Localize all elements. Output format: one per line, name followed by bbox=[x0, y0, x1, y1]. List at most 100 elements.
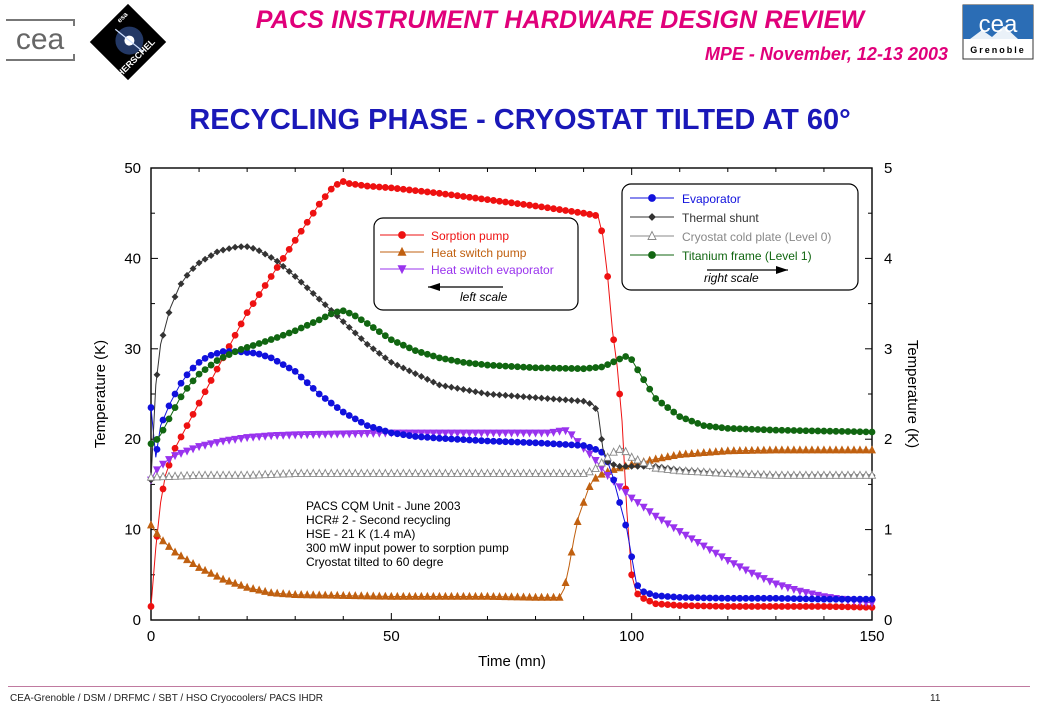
data-point-evaporator bbox=[508, 438, 515, 446]
data-point-cryostat-cold-plate-level-0 bbox=[405, 468, 414, 478]
data-point-sorption-pump bbox=[712, 602, 720, 610]
data-point-heat-switch-pump bbox=[555, 592, 564, 601]
data-point-sorption-pump bbox=[357, 181, 365, 189]
data-point-cryostat-cold-plate-level-0 bbox=[453, 468, 462, 478]
data-point-heat-switch-pump bbox=[507, 592, 516, 601]
data-point-heat-switch-pump bbox=[363, 591, 372, 600]
data-point-heat-switch-evaporator bbox=[213, 439, 222, 448]
data-point-thermal-shunt bbox=[201, 255, 209, 263]
data-point-thermal-shunt bbox=[411, 370, 419, 378]
data-point-heat-switch-evaporator bbox=[633, 499, 642, 508]
data-point-cryostat-cold-plate-level-0 bbox=[657, 463, 666, 473]
data-point-heat-switch-pump bbox=[267, 588, 276, 597]
data-point-titanium-frame-level-1 bbox=[598, 363, 606, 371]
data-point-evaporator bbox=[766, 594, 774, 602]
data-point-evaporator bbox=[399, 431, 407, 439]
data-point-cryostat-cold-plate-level-0 bbox=[164, 471, 174, 480]
data-point-thermal-shunt bbox=[514, 392, 521, 400]
data-point-heat-switch-pump bbox=[489, 591, 498, 600]
data-point-titanium-frame-level-1 bbox=[784, 426, 792, 434]
data-point-sorption-pump bbox=[628, 571, 636, 579]
data-point-heat-switch-evaporator bbox=[495, 429, 504, 438]
data-point-titanium-frame-level-1 bbox=[718, 424, 726, 432]
data-point-cryostat-cold-plate-level-0 bbox=[278, 468, 288, 478]
data-point-heat-switch-evaporator bbox=[657, 516, 666, 525]
y2-tick-label: 3 bbox=[884, 341, 892, 358]
y-tick-label: 0 bbox=[133, 612, 141, 629]
data-point-thermal-shunt bbox=[562, 396, 569, 404]
data-point-heat-switch-pump bbox=[381, 591, 390, 600]
data-point-sorption-pump bbox=[538, 203, 545, 211]
data-point-cryostat-cold-plate-level-0 bbox=[807, 470, 817, 479]
data-point-cryostat-cold-plate-level-0 bbox=[489, 468, 498, 478]
y-tick-label: 10 bbox=[124, 522, 141, 539]
cea-grenoble-logo: cea Grenoble bbox=[962, 4, 1034, 60]
data-point-evaporator bbox=[195, 358, 203, 366]
data-point-heat-switch-evaporator bbox=[663, 520, 672, 529]
data-point-heat-switch-evaporator bbox=[501, 429, 510, 438]
data-point-titanium-frame-level-1 bbox=[586, 364, 594, 372]
data-point-evaporator bbox=[423, 433, 431, 441]
data-point-heat-switch-evaporator bbox=[447, 429, 456, 438]
data-point-titanium-frame-level-1 bbox=[556, 364, 563, 372]
data-point-evaporator bbox=[640, 588, 648, 596]
data-point-evaporator bbox=[496, 438, 503, 445]
data-point-titanium-frame-level-1 bbox=[730, 425, 738, 432]
data-point-cryostat-cold-plate-level-0 bbox=[471, 468, 480, 478]
data-point-heat-switch-pump bbox=[771, 445, 780, 454]
data-point-heat-switch-pump bbox=[567, 547, 576, 556]
data-point-sorption-pump bbox=[249, 300, 257, 308]
data-point-sorption-pump bbox=[213, 365, 221, 373]
data-point-cryostat-cold-plate-level-0 bbox=[615, 444, 624, 453]
series-titanium-frame-level-1 bbox=[147, 307, 876, 448]
data-point-sorption-pump bbox=[369, 183, 377, 190]
legend-swatch-marker bbox=[648, 251, 656, 259]
data-point-titanium-frame-level-1 bbox=[652, 395, 660, 402]
legend-swatch-marker bbox=[648, 194, 656, 202]
data-point-sorption-pump bbox=[279, 254, 287, 262]
data-point-titanium-frame-level-1 bbox=[345, 309, 353, 317]
data-point-cryostat-cold-plate-level-0 bbox=[387, 468, 396, 478]
data-point-titanium-frame-level-1 bbox=[478, 360, 485, 368]
data-point-cryostat-cold-plate-level-0 bbox=[561, 468, 570, 478]
data-point-cryostat-cold-plate-level-0 bbox=[855, 470, 865, 479]
data-point-heat-switch-evaporator bbox=[693, 538, 702, 547]
data-point-evaporator bbox=[568, 441, 575, 449]
data-point-thermal-shunt bbox=[285, 267, 293, 275]
data-point-titanium-frame-level-1 bbox=[466, 359, 473, 367]
data-point-titanium-frame-level-1 bbox=[706, 422, 714, 430]
data-point-sorption-pump bbox=[460, 193, 467, 200]
data-point-sorption-pump bbox=[688, 602, 696, 610]
data-point-heat-switch-pump bbox=[609, 464, 618, 473]
data-point-thermal-shunt bbox=[255, 247, 263, 255]
data-point-evaporator bbox=[556, 440, 563, 448]
data-point-sorption-pump bbox=[183, 422, 191, 430]
data-point-thermal-shunt bbox=[393, 361, 401, 369]
data-point-sorption-pump bbox=[526, 201, 533, 209]
data-point-evaporator bbox=[616, 499, 624, 506]
data-point-evaporator bbox=[417, 433, 425, 441]
data-point-evaporator bbox=[315, 390, 323, 398]
data-point-cryostat-cold-plate-level-0 bbox=[315, 468, 324, 478]
data-point-evaporator bbox=[448, 435, 455, 443]
data-point-heat-switch-evaporator bbox=[543, 429, 552, 438]
data-point-thermal-shunt bbox=[273, 257, 281, 265]
data-point-sorption-pump bbox=[285, 245, 293, 253]
data-point-cryostat-cold-plate-level-0 bbox=[236, 470, 246, 479]
data-point-cryostat-cold-plate-level-0 bbox=[200, 470, 210, 479]
data-point-sorption-pump bbox=[189, 410, 197, 418]
data-point-heat-switch-evaporator bbox=[255, 433, 264, 442]
data-point-titanium-frame-level-1 bbox=[682, 415, 690, 423]
data-point-titanium-frame-level-1 bbox=[249, 342, 257, 349]
data-point-titanium-frame-level-1 bbox=[568, 365, 575, 372]
data-point-heat-switch-pump bbox=[483, 591, 492, 600]
data-point-thermal-shunt bbox=[478, 389, 485, 397]
data-point-cryostat-cold-plate-level-0 bbox=[531, 468, 540, 478]
data-point-heat-switch-pump bbox=[303, 590, 312, 599]
data-point-thermal-shunt bbox=[460, 386, 467, 393]
data-point-sorption-pump bbox=[520, 200, 527, 208]
data-point-cryostat-cold-plate-level-0 bbox=[639, 457, 648, 467]
data-point-sorption-pump bbox=[598, 227, 606, 235]
data-point-titanium-frame-level-1 bbox=[544, 364, 551, 372]
annotation-line: PACS CQM Unit - June 2003 bbox=[306, 499, 461, 513]
